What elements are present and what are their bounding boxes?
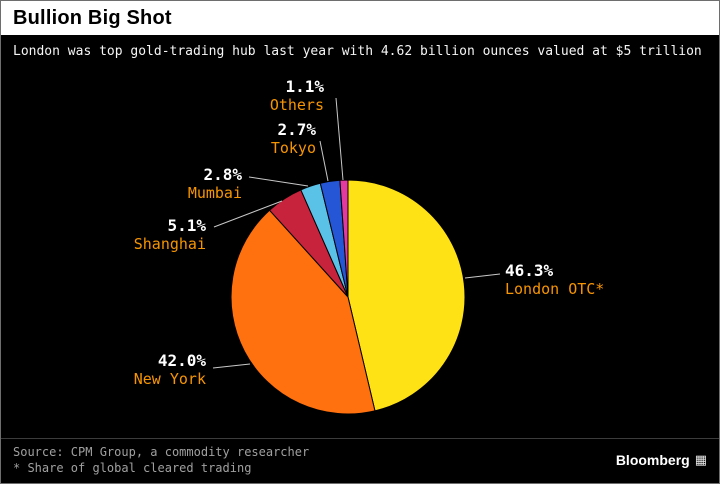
pie-chart-svg: 46.3%London OTC* 42.0%New York 5.1%Shangha… <box>134 77 604 415</box>
pie-slice-london-otc <box>347 179 466 412</box>
leader-line-shanghai <box>213 200 283 228</box>
name-label-london-otc: London OTC* <box>505 280 604 298</box>
pie-slice-tokyo <box>319 179 349 298</box>
source-note: Source: CPM Group, a commodity researche… <box>13 444 309 476</box>
leader-line-tokyo <box>319 140 329 182</box>
percent-label-london-otc: 46.3% <box>505 261 554 280</box>
title-bar: Bullion Big Shot <box>1 1 719 35</box>
leader-line-others <box>335 97 344 181</box>
chart-area: London was top gold-trading hub last yea… <box>1 35 719 483</box>
percent-label-others: 1.1% <box>285 77 324 96</box>
pie-slice-mumbai <box>300 182 349 298</box>
source-line-2: * Share of global cleared trading <box>13 461 252 475</box>
leader-line-new-york <box>212 363 251 369</box>
leader-line-london-otc <box>464 273 501 279</box>
percent-label-mumbai: 2.8% <box>203 165 242 184</box>
percent-label-tokyo: 2.7% <box>277 120 316 139</box>
source-line-1: Source: CPM Group, a commodity researche… <box>13 445 310 459</box>
bloomberg-grid-icon: ▦ <box>694 452 707 468</box>
bloomberg-logo: Bloomberg ▦ <box>616 452 707 468</box>
pie-slice-new-york <box>230 209 376 415</box>
name-label-shanghai: Shanghai <box>134 235 206 253</box>
name-label-mumbai: Mumbai <box>188 184 242 202</box>
leader-line-mumbai <box>248 176 309 187</box>
percent-label-new-york: 42.0% <box>158 351 207 370</box>
footer: Source: CPM Group, a commodity researche… <box>1 438 719 483</box>
name-label-new-york: New York <box>134 370 206 388</box>
pie-slice-others <box>339 179 349 298</box>
pie-slice-shanghai <box>268 189 349 298</box>
chart-subtitle: London was top gold-trading hub last yea… <box>13 44 702 59</box>
name-label-tokyo: Tokyo <box>271 139 316 157</box>
page-title: Bullion Big Shot <box>13 6 172 29</box>
bloomberg-wordmark: Bloomberg <box>615 452 690 468</box>
name-label-others: Others <box>270 96 324 114</box>
percent-label-shanghai: 5.1% <box>167 216 206 235</box>
